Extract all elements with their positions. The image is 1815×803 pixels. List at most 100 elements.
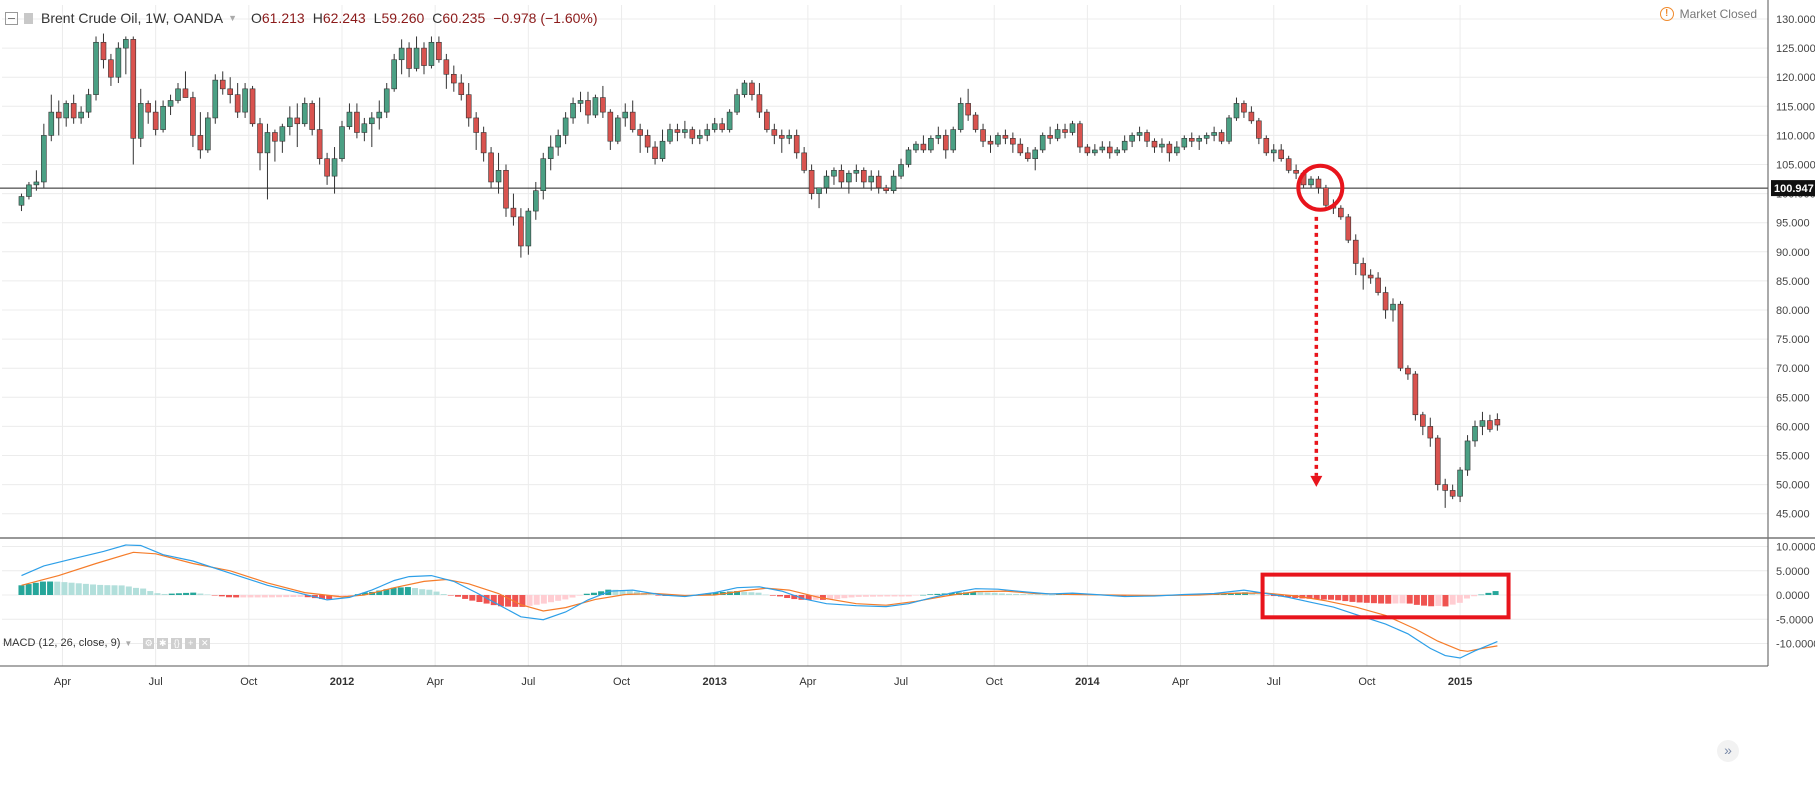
candle-up <box>85 94 92 113</box>
macd-histogram-bar <box>819 595 826 600</box>
candle-down <box>1024 152 1031 159</box>
plus-icon[interactable]: + <box>185 637 197 649</box>
candle-down <box>778 135 785 139</box>
macd-histogram-bar <box>533 595 540 605</box>
scroll-to-realtime-icon[interactable]: » <box>1717 740 1739 762</box>
candle-up <box>935 135 942 139</box>
macd-histogram-bar <box>855 595 862 597</box>
candle-up <box>726 111 733 130</box>
candle-down <box>1434 437 1441 485</box>
candle-up <box>383 88 390 113</box>
macd-histogram-bar <box>963 592 970 595</box>
macd-histogram-bar <box>175 593 182 595</box>
candle-down <box>503 170 509 209</box>
macd-histogram-bar <box>233 595 240 598</box>
candle-up <box>205 117 211 151</box>
macd-label[interactable]: MACD (12, 26, close, 9) <box>3 637 121 649</box>
macd-histogram-bar <box>569 595 576 598</box>
candle-up <box>1136 132 1143 136</box>
macd-histogram-bar <box>1428 595 1435 607</box>
price-line-label-bg <box>1771 180 1815 197</box>
macd-histogram-bar <box>1027 594 1034 595</box>
candle-down <box>316 129 323 159</box>
candle-up <box>26 184 32 197</box>
candle-down <box>1427 426 1434 439</box>
candle-up <box>913 143 919 151</box>
candle-down <box>182 88 189 98</box>
macd-histogram-bar <box>905 595 912 597</box>
macd-legend: MACD (12, 26, close, 9) ▼ ⚙ ✱ {} + ✕ <box>3 637 211 649</box>
x-tick-label: Jul <box>1267 676 1281 688</box>
candle-down <box>1062 129 1068 133</box>
macd-histogram-bar <box>283 595 290 598</box>
candle-down <box>324 158 330 177</box>
candle-up <box>667 129 673 142</box>
macd-histogram-bar <box>1478 594 1485 596</box>
candle-up <box>711 123 718 130</box>
chevron-down-icon[interactable]: ▼ <box>228 13 237 23</box>
macd-histogram-bar <box>390 587 397 595</box>
macd-histogram-bar <box>483 595 490 604</box>
candle-up <box>831 170 837 177</box>
market-status[interactable]: ! Market Closed <box>1659 7 1757 21</box>
macd-histogram-bar <box>97 584 104 595</box>
macd-histogram-bar <box>977 592 984 595</box>
candle-down <box>406 47 412 69</box>
macd-histogram-bar <box>612 589 619 595</box>
candle-down <box>808 170 815 194</box>
macd-histogram-bar <box>140 588 147 595</box>
candle-down <box>1285 158 1292 171</box>
y-tick-label: 70.000 <box>1776 363 1810 375</box>
candle-down <box>987 140 994 145</box>
candle-down <box>793 135 800 154</box>
candle-up <box>928 138 934 151</box>
macd-histogram-bar <box>998 593 1005 595</box>
macd-histogram-bar <box>254 595 261 598</box>
chevron-down-icon[interactable]: ▼ <box>124 638 133 648</box>
candle-up <box>853 170 860 174</box>
candle-up <box>376 111 383 119</box>
macd-histogram-bar <box>898 595 905 597</box>
braces-icon[interactable]: {} <box>171 637 183 649</box>
candle-down <box>518 216 524 247</box>
close-icon[interactable]: ✕ <box>199 637 211 649</box>
macd-histogram-bar <box>870 595 877 597</box>
candle-up <box>741 82 748 95</box>
gear-icon[interactable]: ✱ <box>157 637 169 649</box>
close-label: C <box>432 10 443 26</box>
macd-histogram-bar <box>1256 594 1263 595</box>
candle-down <box>1017 143 1024 154</box>
candle-up <box>570 103 576 119</box>
candle-down <box>860 170 867 183</box>
candle-up <box>331 158 338 177</box>
candle-up <box>1054 129 1061 139</box>
macd-histogram-bar <box>1463 595 1470 599</box>
candle-up <box>167 100 174 107</box>
candle-down <box>1338 207 1344 218</box>
macd-histogram-bar <box>1013 593 1020 595</box>
macd-histogram-bar <box>1456 595 1463 603</box>
axes: 130.000 125.000 120.000 115.000 110.000 105.0… <box>0 0 1815 688</box>
candle-down <box>1077 123 1083 148</box>
candle-up <box>137 103 144 139</box>
macd-histogram-bar <box>540 595 547 604</box>
candle-down <box>145 103 151 113</box>
macd-histogram-bar <box>590 592 597 595</box>
candle-up <box>495 170 502 183</box>
macd-histogram-bar <box>598 591 605 595</box>
macd-histogram-bar <box>1435 595 1442 606</box>
macd-histogram-bar <box>347 595 354 596</box>
candle-down <box>972 114 979 130</box>
macd-histogram-bar <box>505 595 512 607</box>
macd-histogram-bar <box>68 582 75 595</box>
symbol-title[interactable]: Brent Crude Oil, 1W, OANDA <box>41 10 224 26</box>
macd-histogram-bar <box>183 592 190 595</box>
candle-down <box>1382 292 1389 311</box>
y-tick-label: 110.000 <box>1776 130 1815 142</box>
macd-histogram-bar <box>841 595 848 599</box>
macd-histogram-bar <box>1485 592 1492 595</box>
collapse-icon[interactable] <box>5 11 18 25</box>
macd-histogram-bar <box>397 587 404 595</box>
settings-icon[interactable]: ⚙ <box>143 637 155 649</box>
